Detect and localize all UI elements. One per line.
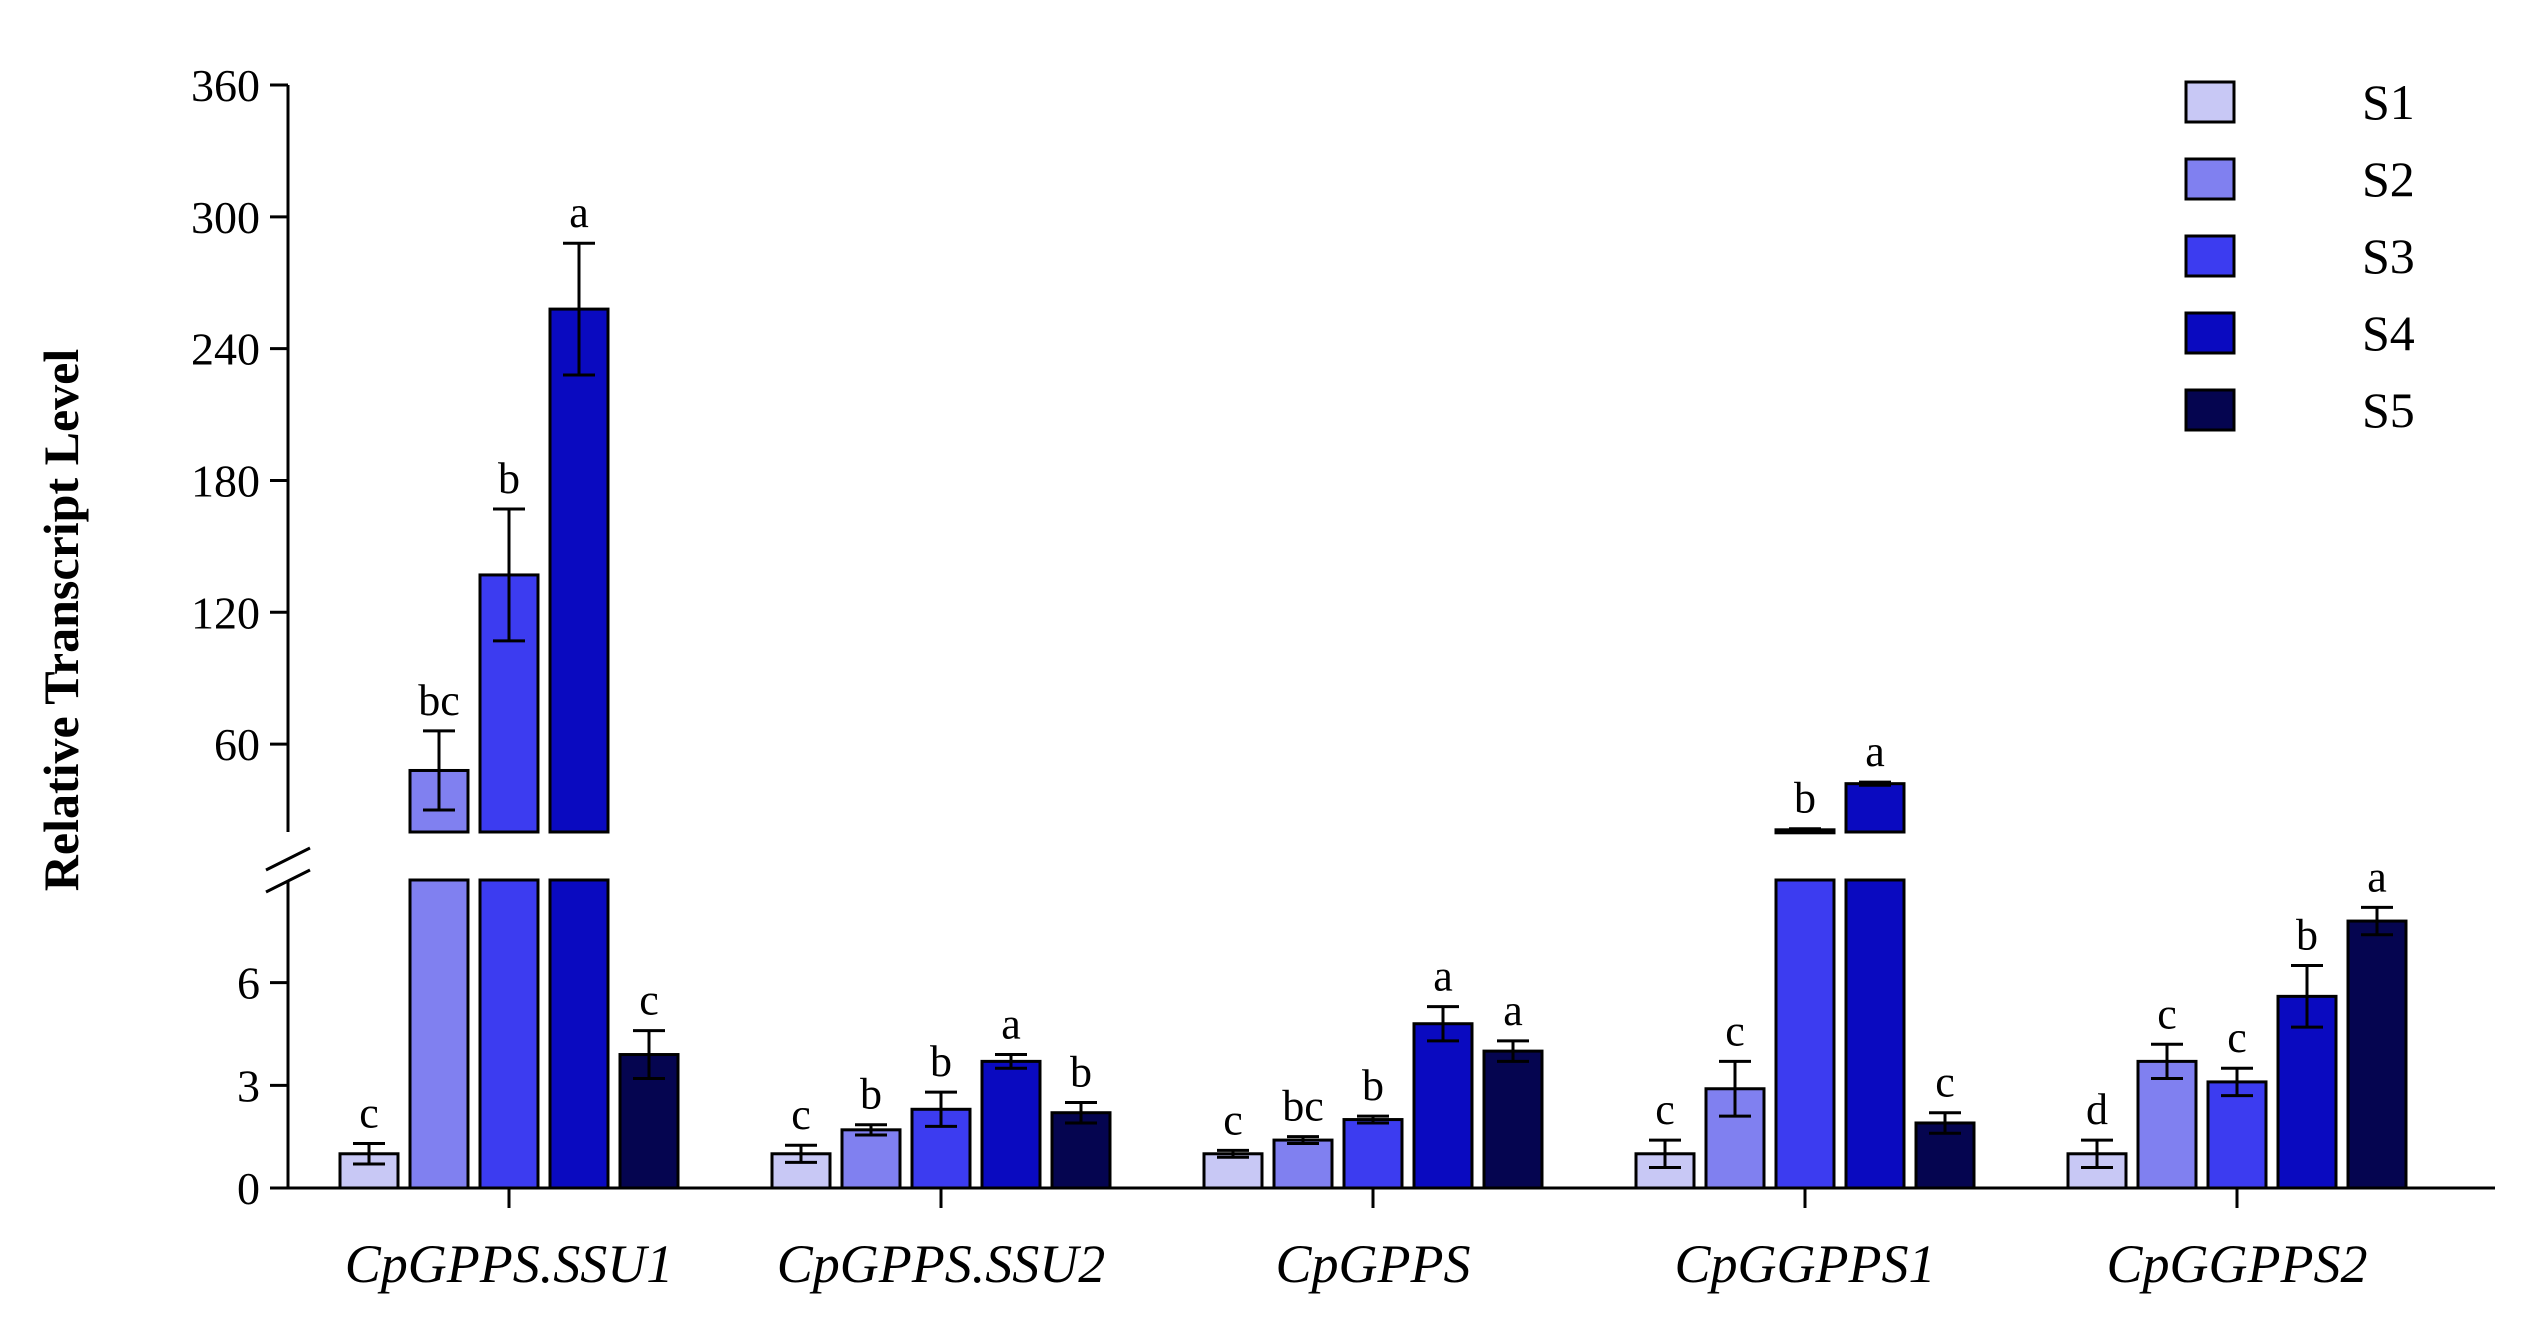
significance-label: b (498, 454, 520, 503)
significance-label: a (1433, 952, 1453, 1001)
significance-label: c (1725, 1006, 1745, 1055)
category-label: CpGGPPS2 (2107, 1234, 2368, 1294)
bar (1482, 1049, 1544, 1190)
bar (1412, 1022, 1474, 1190)
significance-label: c (2227, 1013, 2247, 1062)
significance-label: c (1223, 1095, 1243, 1144)
legend-label: S1 (2362, 74, 2415, 130)
bar-lower-segment (1774, 878, 1836, 1190)
significance-label: bc (418, 676, 460, 725)
significance-label: c (2157, 989, 2177, 1038)
significance-label: a (2367, 852, 2387, 901)
y-tick-label: 180 (191, 455, 260, 506)
bar-lower-segment (408, 878, 470, 1190)
bar-upper-segment (1844, 782, 1906, 834)
legend-label: S2 (2362, 151, 2415, 207)
significance-label: a (1503, 986, 1523, 1035)
significance-label: b (2296, 911, 2318, 960)
category-label: CpGPPS (1276, 1234, 1471, 1294)
significance-label: b (860, 1070, 882, 1119)
significance-label: c (1935, 1058, 1955, 1107)
bars-group (338, 241, 2408, 1190)
bar (2136, 1059, 2198, 1190)
significance-label: c (639, 976, 659, 1025)
legend-label: S3 (2362, 228, 2415, 284)
legend-label: S5 (2362, 382, 2415, 438)
bar (1342, 1118, 1404, 1190)
legend-swatch (2184, 311, 2236, 355)
bar (1050, 1111, 1112, 1190)
significance-label: c (791, 1090, 811, 1139)
category-label: CpGGPPS1 (1675, 1234, 1936, 1294)
bar (1202, 1152, 1264, 1190)
bar (980, 1059, 1042, 1190)
bar (840, 1128, 902, 1190)
y-tick-label: 6 (237, 958, 260, 1009)
y-axis-label: Relative Transcript Level (33, 349, 89, 892)
bar-upper-segment (548, 307, 610, 834)
legend-swatch (2184, 234, 2236, 278)
y-tick-label: 3 (237, 1060, 260, 1111)
bar (2206, 1080, 2268, 1190)
bar (2346, 919, 2408, 1190)
significance-label: bc (1282, 1082, 1324, 1131)
significance-label: c (1655, 1085, 1675, 1134)
y-tick-label: 0 (237, 1163, 260, 1214)
legend: S1 S2 S3 S4 S5 (2184, 74, 2415, 438)
category-label: CpGPPS.SSU2 (777, 1234, 1105, 1294)
significance-label: c (359, 1089, 379, 1138)
bar (1272, 1138, 1334, 1190)
category-label: CpGPPS.SSU1 (345, 1234, 673, 1294)
axis-break-mark (265, 868, 311, 894)
significance-label: b (1794, 774, 1816, 823)
y-tick-label: 360 (191, 60, 260, 111)
bar-upper-segment (478, 573, 540, 834)
legend-label: S4 (2362, 305, 2415, 361)
y-tick-label: 60 (214, 719, 260, 770)
bar-lower-segment (478, 878, 540, 1190)
bar-lower-segment (1844, 878, 1906, 1190)
significance-label: d (2086, 1085, 2108, 1134)
y-tick-label: 120 (191, 587, 260, 638)
significance-label: b (930, 1037, 952, 1086)
significance-label: b (1070, 1047, 1092, 1096)
significance-label: a (569, 188, 589, 237)
legend-swatch (2184, 157, 2236, 201)
legend-swatch (2184, 388, 2236, 432)
y-tick-label: 240 (191, 324, 260, 375)
significance-label: a (1001, 1000, 1021, 1049)
significance-label: b (1362, 1061, 1384, 1110)
bar-lower-segment (548, 878, 610, 1190)
significance-label: a (1865, 727, 1885, 776)
axis-break-mark (265, 846, 311, 872)
y-tick-label: 300 (191, 192, 260, 243)
legend-swatch (2184, 80, 2236, 124)
